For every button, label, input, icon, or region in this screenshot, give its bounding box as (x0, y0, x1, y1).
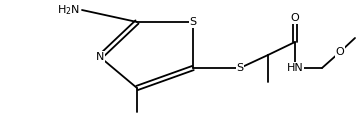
Text: S: S (237, 63, 244, 73)
Text: O: O (291, 13, 300, 23)
Text: H$_2$N: H$_2$N (57, 3, 80, 17)
Text: S: S (189, 17, 197, 27)
Text: N: N (96, 52, 104, 62)
Text: HN: HN (287, 63, 303, 73)
Text: O: O (336, 47, 345, 57)
